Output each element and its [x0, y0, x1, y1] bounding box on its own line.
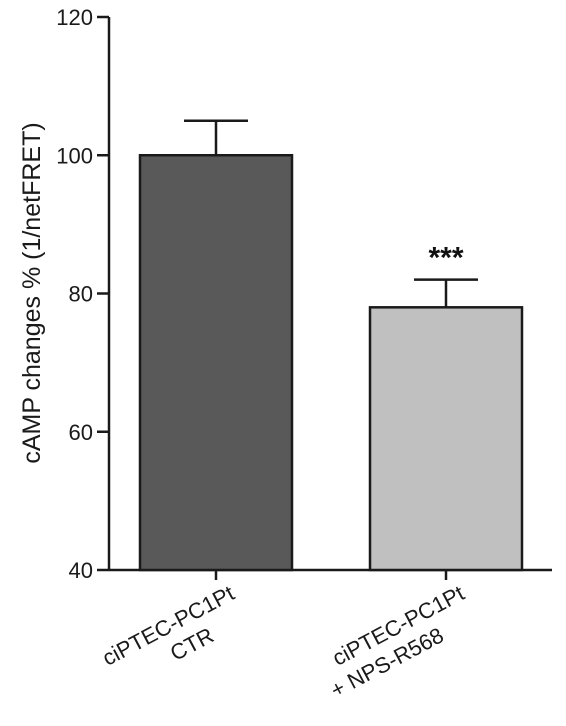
bar — [138, 154, 294, 572]
significance-labels: *** — [428, 242, 463, 275]
category-label-line: ciPTEC-PC1Pt — [98, 580, 238, 670]
y-tick-label: 60 — [69, 420, 93, 445]
y-tick-label: 100 — [56, 143, 93, 168]
y-axis-title: cAMP changes % (1/netFRET) — [18, 122, 46, 463]
category-label: ciPTEC-PC1Pt+ NPS-R568 — [313, 580, 481, 702]
error-bars — [184, 119, 478, 308]
category-label: ciPTEC-PC1PtCTR — [98, 580, 251, 695]
y-tick-label: 120 — [56, 5, 93, 30]
bar — [368, 306, 524, 572]
y-tick-label: 80 — [69, 282, 93, 307]
significance-marker: *** — [428, 242, 463, 275]
y-tick-label: 40 — [69, 558, 93, 583]
y-ticks: 40 60 80 100 120 — [56, 5, 448, 583]
bars — [138, 154, 524, 572]
category-labels: ciPTEC-PC1PtCTR ciPTEC-PC1Pt+ NPS-R568 — [98, 580, 481, 702]
